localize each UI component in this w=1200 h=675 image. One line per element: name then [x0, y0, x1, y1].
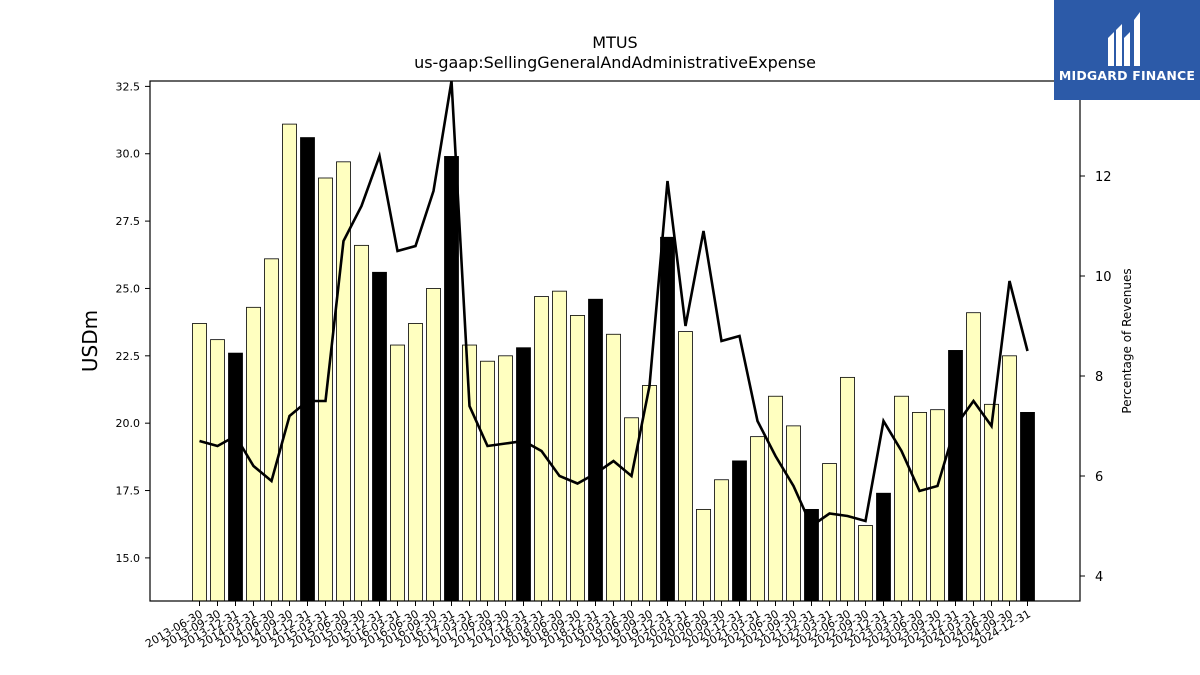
y-tick-label: 17.5	[116, 485, 141, 498]
bar-2014-03-31	[246, 306, 261, 602]
bar-2014-12-31	[300, 137, 315, 602]
y2-tick-label: 12	[1095, 170, 1112, 185]
bar-2024-09-30	[1002, 355, 1017, 602]
plot-frame	[149, 80, 1081, 602]
brand-logo: MIDGARD FINANCE	[1054, 0, 1200, 100]
bar-2015-12-31	[372, 271, 387, 602]
logo-text: MIDGARD FINANCE	[1058, 68, 1196, 83]
y2-tick-label: 8	[1095, 370, 1103, 385]
bar-2018-12-31	[588, 298, 603, 602]
bar-2015-09-30	[354, 244, 369, 602]
bar-2019-12-31	[660, 236, 675, 602]
bar-2016-12-31	[444, 156, 459, 602]
y-tick-label: 32.5	[116, 80, 141, 93]
bar-2023-03-31	[894, 395, 909, 602]
y-tick-label: 27.5	[116, 215, 141, 228]
bar-2016-06-30	[408, 323, 423, 602]
y-axis-label: USDm	[78, 310, 102, 372]
bar-2019-03-31	[606, 333, 621, 602]
bar-2020-12-31	[732, 460, 747, 602]
chart-title: MTUS	[592, 33, 637, 52]
bar-2021-09-30	[786, 425, 801, 602]
bar-2018-09-30	[570, 315, 585, 602]
bar-2022-12-31	[876, 492, 891, 602]
y-tick-label: 30.0	[116, 148, 141, 161]
bar-2016-09-30	[426, 288, 441, 602]
bar-2020-09-30	[714, 479, 729, 602]
bar-2019-09-30	[642, 385, 657, 602]
bar-2024-06-30	[984, 403, 999, 602]
bar-2017-06-30	[480, 360, 495, 602]
chart-subtitle: us-gaap:SellingGeneralAndAdministrativeE…	[414, 53, 816, 72]
bar-2020-06-30	[696, 508, 711, 602]
bar-2018-06-30	[552, 290, 567, 602]
bar-2023-09-30	[930, 409, 945, 602]
bar-2015-06-30	[336, 161, 351, 602]
bar-2024-03-31	[966, 312, 981, 602]
bar-2017-09-30	[498, 355, 513, 602]
bar-2021-03-31	[750, 436, 765, 602]
bar-2023-06-30	[912, 411, 927, 602]
y-tick-label: 15.0	[116, 552, 141, 565]
bar-2021-06-30	[768, 395, 783, 602]
y2-tick-label: 4	[1095, 570, 1103, 585]
y2-tick-label: 6	[1095, 470, 1103, 485]
logo-mark-icon	[1108, 12, 1140, 66]
bar-2022-03-31	[822, 463, 837, 602]
bar-2022-09-30	[858, 525, 873, 602]
bar-2023-12-31	[948, 350, 963, 602]
bar-2024-12-31	[1020, 411, 1035, 602]
bar-2016-03-31	[390, 344, 405, 602]
percentage-line	[199, 80, 1029, 528]
bar-2017-12-31	[516, 347, 531, 602]
bar-2014-06-30	[264, 258, 279, 602]
bar-2013-06-30	[192, 323, 207, 602]
y-tick-label: 25.0	[116, 282, 141, 295]
y-tick-label: 22.5	[116, 350, 141, 363]
y2-tick-label: 10	[1095, 270, 1112, 285]
bar-2022-06-30	[840, 376, 855, 602]
y2-axis-label: Percentage of Revenues	[1120, 268, 1134, 413]
bar-2014-09-30	[282, 123, 297, 602]
bar-2020-03-31	[678, 331, 693, 602]
y-tick-label: 20.0	[116, 417, 141, 430]
bar-2013-12-31	[228, 352, 243, 602]
bar-2013-09-30	[210, 339, 225, 602]
